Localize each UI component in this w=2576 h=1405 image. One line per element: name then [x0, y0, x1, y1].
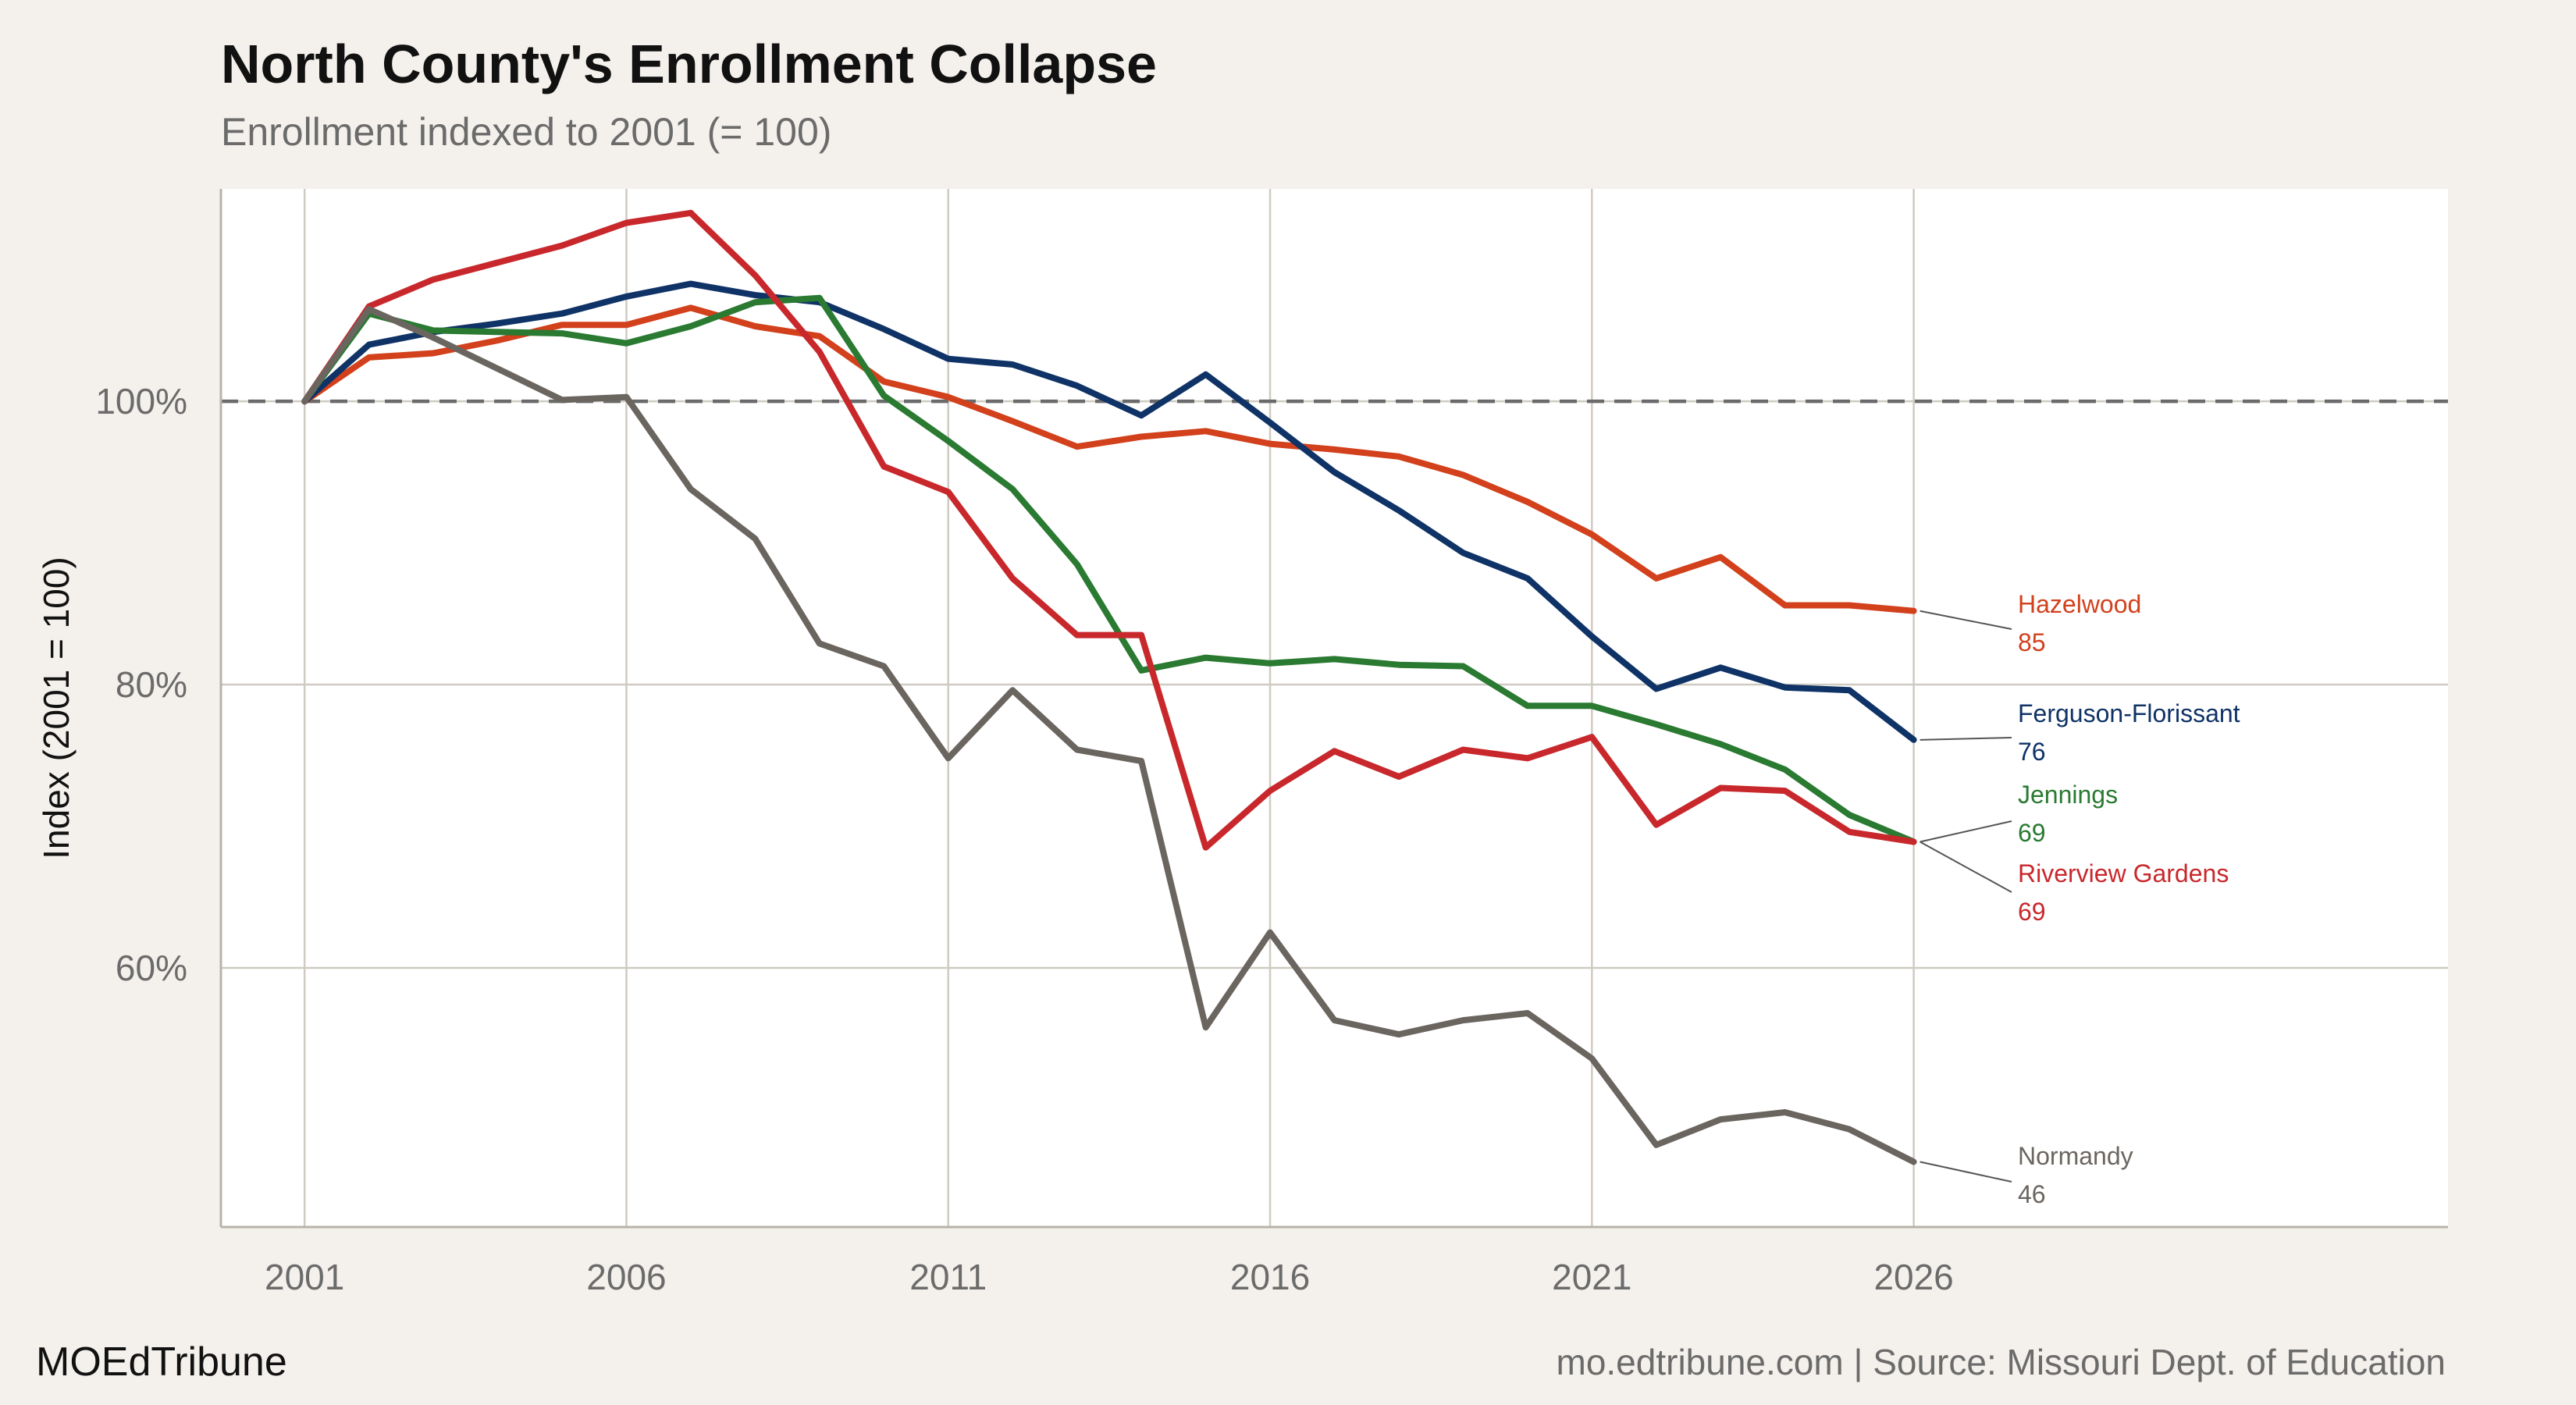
series-name-label-hazelwood: Hazelwood [2018, 590, 2141, 618]
x-tick-label: 2011 [909, 1257, 987, 1297]
series-line-normandy [301, 306, 1917, 1165]
brand-name: MOEdTribune [36, 1339, 287, 1385]
series-name-label-jennings: Jennings [2018, 781, 2118, 809]
series-end-value-riverview-gardens: 69 [2018, 898, 2046, 926]
plot-panel [221, 189, 2448, 1227]
y-tick-label: 80% [116, 664, 187, 705]
series-line-hazelwood [301, 304, 1917, 614]
axes: 2001 2006 2011 2016 2021 2026 60% 80% 100% Index … [36, 189, 2448, 1297]
direct-labels: Hazelwood 85 Ferguson-Florissant 76 Jennings… [1920, 590, 2240, 1208]
x-tick-label: 2026 [1873, 1257, 1953, 1297]
leader-line-ferguson-florissant [1920, 737, 2012, 741]
series-lines [301, 209, 1917, 1165]
leader-line-riverview-gardens [1920, 841, 2012, 893]
leader-line-hazelwood [1920, 610, 2012, 630]
x-tick-label: 2006 [586, 1257, 666, 1297]
series-end-value-jennings: 69 [2018, 819, 2046, 847]
series-line-riverview-gardens [301, 209, 1917, 851]
source-note: mo.edtribune.com | Source: Missouri Dept… [1556, 1342, 2446, 1382]
leader-line-jennings [1920, 820, 2012, 843]
chart-subtitle: Enrollment indexed to 2001 (= 100) [221, 110, 832, 154]
series-end-value-normandy: 46 [2018, 1180, 2046, 1208]
series-end-value-ferguson-florissant: 76 [2018, 738, 2046, 766]
series-name-label-ferguson-florissant: Ferguson-Florissant [2018, 699, 2240, 727]
y-tick-label: 100% [95, 381, 187, 422]
series-name-label-riverview-gardens: Riverview Gardens [2018, 859, 2229, 887]
x-tick-label: 2016 [1230, 1257, 1310, 1297]
x-tick-label: 2021 [1552, 1257, 1631, 1297]
series-line-ferguson-florissant [301, 280, 1917, 743]
series-end-value-hazelwood: 85 [2018, 628, 2046, 656]
chart-title: North County's Enrollment Collapse [221, 34, 1157, 94]
y-tick-label: 60% [116, 948, 187, 988]
y-axis-title: Index (2001 = 100) [36, 557, 76, 859]
series-name-label-normandy: Normandy [2018, 1142, 2133, 1170]
leader-line-normandy [1920, 1161, 2012, 1183]
series-line-jennings [301, 294, 1917, 845]
x-tick-label: 2001 [265, 1257, 344, 1297]
plot-background [221, 189, 2448, 1227]
